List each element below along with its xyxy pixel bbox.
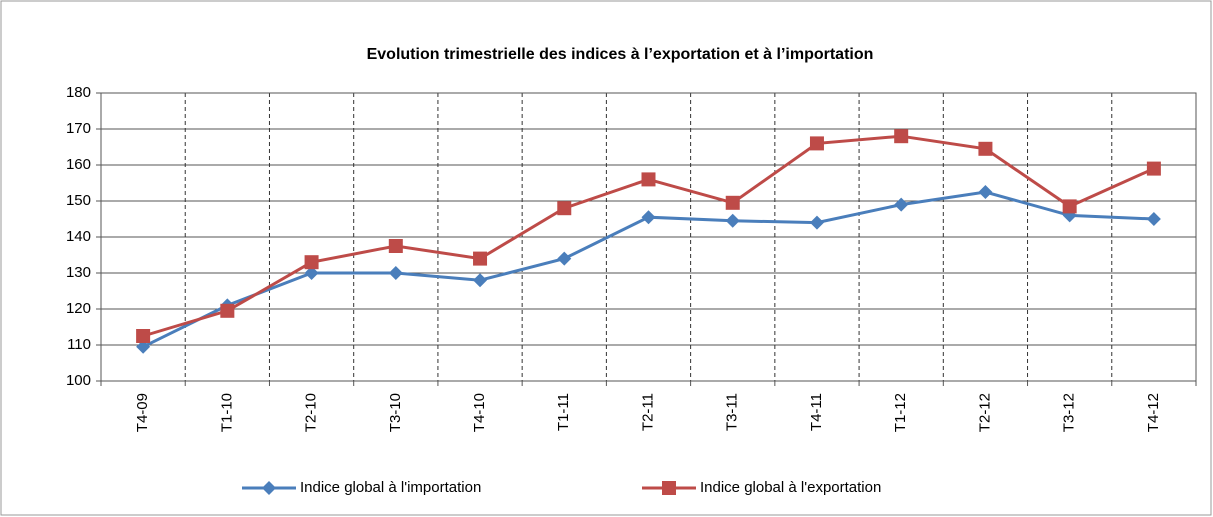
data-point [557,201,572,216]
y-tick-label: 140 [66,228,91,245]
x-tick-label: T1-11 [555,393,572,431]
x-tick-label: T4-10 [471,393,488,432]
data-point [725,213,740,228]
data-point [894,197,909,212]
data-point [473,251,488,266]
data-point [1146,212,1161,226]
x-tick-label: T2-11 [639,393,656,431]
data-point [304,255,319,270]
legend-label: Indice global à l'importation [300,479,481,496]
plot-area [100,92,1197,382]
data-point [220,303,235,318]
data-point [473,273,488,288]
data-point [557,251,572,266]
x-tick-label: T3-11 [724,393,741,431]
legend-marker [262,481,276,495]
data-point [304,266,319,280]
x-tick-label: T1-12 [892,393,909,432]
x-tick-label: T3-10 [387,393,404,432]
x-tick-label: T2-12 [976,393,993,432]
y-tick-label: 120 [66,300,91,317]
y-tick-label: 160 [66,156,91,173]
data-point [809,215,824,230]
x-tick-label: T2-10 [303,393,320,432]
x-tick-label: T4-09 [134,393,151,432]
data-point [978,141,993,156]
data-point [1146,161,1161,176]
data-point [136,339,151,354]
chart-title: Evolution trimestrielle des indices à l’… [367,46,874,63]
legend-marker [662,481,676,495]
y-tick-label: 100 [66,372,91,389]
data-point [136,329,151,343]
x-tick-label: T4-12 [1145,393,1162,432]
data-point [894,129,909,144]
data-point [1062,199,1077,214]
y-tick-label: 150 [66,192,91,209]
data-point [388,266,403,280]
data-point [641,210,656,225]
y-tick-label: 130 [66,264,91,281]
data-point [725,195,740,210]
legend-label: Indice global à l'exportation [700,479,881,496]
x-tick-label: T3-12 [1061,393,1078,432]
x-tick-label: T1-10 [218,393,235,432]
data-point [809,136,824,151]
y-tick-label: 180 [66,84,91,101]
data-point [978,185,993,199]
y-tick-label: 110 [67,336,91,353]
data-point [641,172,656,187]
y-tick-label: 170 [66,120,91,137]
x-tick-label: T4-11 [808,393,825,431]
data-point [388,239,403,253]
